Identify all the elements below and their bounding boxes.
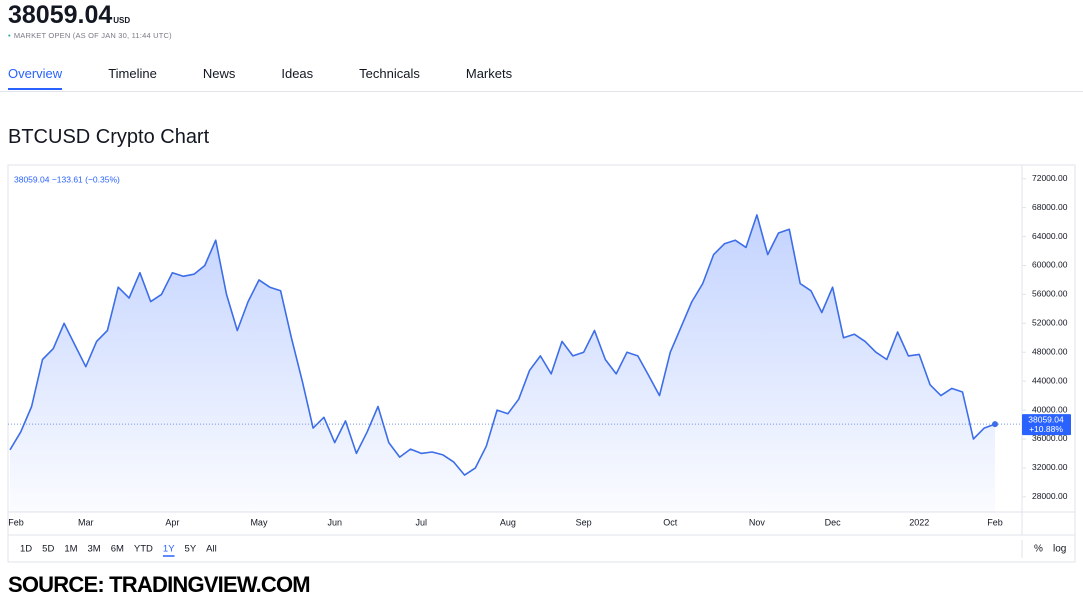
y-tick-label: 48000.00 bbox=[1032, 346, 1068, 356]
area-fill bbox=[10, 214, 995, 512]
tab[interactable]: Overview bbox=[8, 66, 63, 90]
x-tick-label: 2022 bbox=[909, 517, 929, 527]
timeframe-button[interactable]: 1Y bbox=[163, 544, 175, 555]
y-tick-label: 64000.00 bbox=[1032, 231, 1068, 241]
x-tick-label: May bbox=[250, 517, 268, 527]
x-tick-label: Jun bbox=[327, 517, 342, 527]
price: 38059.04 bbox=[8, 1, 113, 29]
y-tick-label: 28000.00 bbox=[1032, 491, 1068, 501]
x-tick-label: Feb bbox=[987, 517, 1003, 527]
tab[interactable]: Ideas bbox=[281, 66, 314, 81]
x-tick-label: Jul bbox=[416, 517, 428, 527]
tab[interactable]: Markets bbox=[465, 66, 513, 81]
price-line bbox=[9, 214, 996, 476]
y-tick-label: 40000.00 bbox=[1032, 404, 1068, 414]
timeframe-button[interactable]: 6M bbox=[111, 544, 124, 555]
y-tick-label: 68000.00 bbox=[1032, 202, 1068, 212]
y-tick-label: 56000.00 bbox=[1032, 289, 1068, 299]
scale-option[interactable]: log bbox=[1053, 544, 1066, 555]
y-tick-label: 60000.00 bbox=[1032, 260, 1068, 270]
market-status: • MARKET OPEN (AS OF JAN 30, 11:44 UTC) bbox=[8, 31, 172, 40]
timeframe-button[interactable]: 1M bbox=[64, 544, 77, 555]
y-tick-label: 32000.00 bbox=[1032, 462, 1068, 472]
timeframe-button[interactable]: 3M bbox=[88, 544, 101, 555]
price-header: 38059.04USD bbox=[8, 1, 130, 30]
chart-frame bbox=[7, 164, 1076, 563]
y-tick-label: 52000.00 bbox=[1032, 318, 1068, 328]
legend-text: 38059.04 −133.61 (−0.35%) bbox=[14, 174, 120, 184]
tab[interactable]: Technicals bbox=[359, 66, 420, 81]
x-tick-label: Mar bbox=[78, 517, 94, 527]
chart-title: BTCUSD Crypto Chart bbox=[8, 126, 210, 148]
last-point bbox=[992, 421, 998, 428]
tab[interactable]: News bbox=[202, 66, 236, 81]
timeframe-button[interactable]: 5D bbox=[42, 544, 54, 555]
separator bbox=[0, 91, 1083, 92]
x-tick-label: Dec bbox=[825, 517, 842, 527]
source: SOURCE: TRADINGVIEW.COM bbox=[8, 572, 311, 597]
y-tick-label: 72000.00 bbox=[1032, 173, 1068, 183]
x-tick-label: Aug bbox=[500, 517, 516, 527]
timeframe-button[interactable]: All bbox=[206, 544, 217, 555]
x-tick-label: Feb bbox=[8, 517, 24, 527]
price-tag-box bbox=[1022, 414, 1071, 436]
timeframe-button[interactable]: 1D bbox=[20, 544, 32, 555]
x-tick-label: Nov bbox=[749, 517, 766, 527]
x-tick-label: Apr bbox=[165, 517, 179, 527]
timeframe-button[interactable]: 5Y bbox=[185, 544, 197, 555]
y-tick-label: 44000.00 bbox=[1032, 375, 1068, 385]
y-tick-label: 36000.00 bbox=[1032, 433, 1068, 443]
x-tick-label: Oct bbox=[663, 517, 678, 527]
status-text: MARKET OPEN (AS OF JAN 30, 11:44 UTC) bbox=[13, 31, 172, 40]
price-tag: 38059.04 bbox=[1028, 414, 1064, 424]
tab[interactable]: Timeline bbox=[108, 66, 157, 81]
scale-option[interactable]: % bbox=[1034, 544, 1043, 555]
change-tag: +10.88% bbox=[1029, 424, 1063, 434]
tab-bar: Overview Timeline News Ideas Technicals Marke… bbox=[8, 66, 512, 90]
currency: USD bbox=[113, 16, 131, 25]
x-tick-label: Sep bbox=[576, 517, 592, 527]
timeframe-button[interactable]: YTD bbox=[134, 544, 153, 555]
